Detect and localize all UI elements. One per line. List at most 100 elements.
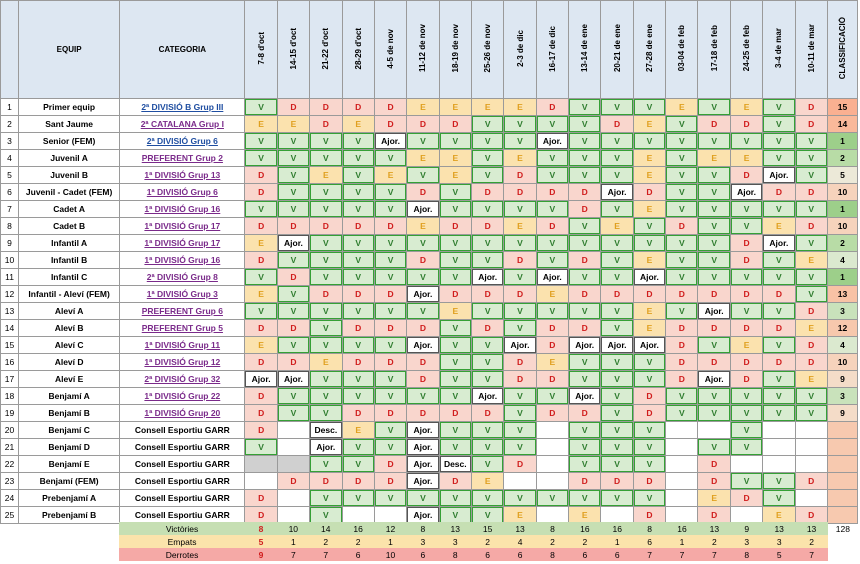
result-cell: V [568,132,602,150]
category-link[interactable]: PREFERENT Grup 2 [141,153,223,163]
result-cell: Ajor. [568,387,602,405]
result-cell: D [244,489,278,507]
spacer [18,522,119,535]
result-cell: D [341,472,375,490]
category-link[interactable]: 2ª DIVISIÓ B Grup III [141,102,224,112]
category-link[interactable]: PREFERENT Grup 5 [141,323,223,333]
totals-value: 16 [568,522,602,535]
result-cell: V [309,149,343,167]
date-label: 24-25 de feb [742,25,752,72]
category-link[interactable]: 1ª DIVISIÓ Grup 17 [144,221,221,231]
result-cell: D [438,285,472,303]
category-cell: Consell Esportiu GARR [119,489,246,507]
result-cell: D [406,370,440,388]
result-cell: Ajor. [373,132,408,150]
result-cell: E [697,489,731,507]
team-name: Benjamí B [18,404,121,422]
classification-cell [826,506,859,524]
result-cell: V [568,217,602,235]
team-name: Infantil - Aleví (FEM) [18,285,121,303]
result-cell [665,506,699,524]
category-link[interactable]: 1ª DIVISIÓ Grup 20 [144,408,221,418]
team-name: Aleví C [18,336,121,354]
result-cell: Ajor. [406,438,440,456]
result-cell: V [276,285,311,303]
result-cell: V [697,217,731,235]
result-cell: V [665,302,699,320]
result-cell: D [794,183,828,201]
table-row: 10 Infantil B 1ª DIVISIÓ Grup 16 D V V V V D V V D V… [0,251,859,269]
category-link[interactable]: PREFERENT Grup 6 [141,306,223,316]
result-cell [665,455,699,473]
category-link[interactable]: 1ª DIVISIÓ Grup 12 [144,357,221,367]
totals-value: 1 [601,535,634,548]
result-cell: Ajor. [568,336,602,354]
category-label: Consell Esportiu GARR [134,425,230,435]
category-link[interactable]: 1ª DIVISIÓ Grup 16 [144,255,221,265]
totals-sum: 128 [835,523,850,534]
result-cell [762,455,796,473]
category-link[interactable]: 2ª DIVISIÓ Grup 6 [146,136,218,146]
result-cell: Ajor. [535,268,570,286]
row-index: 3 [0,132,20,150]
category-cell: 1ª DIVISIÓ Grup 20 [119,404,246,422]
team-name: Primer equip [18,98,121,116]
table-row: 11 Infantil C 2ª DIVISIÓ Grup 8 V D V V V V V Ajor… [0,268,859,286]
category-cell: 2ª DIVISIÓ Grup 6 [119,132,246,150]
date-label: 28-29 d'oct [353,27,363,70]
result-cell: V [309,336,343,354]
totals-value: 9 [730,522,763,535]
result-cell: D [503,370,537,388]
date-label: 18-19 de nov [450,24,460,73]
result-cell: D [729,353,764,371]
result-cell: V [470,506,505,524]
result-cell [276,506,311,524]
result-cell: E [276,115,311,133]
result-cell [665,472,699,490]
category-link[interactable]: 1ª DIVISIÓ Grup 3 [146,289,218,299]
result-cell: D [503,285,537,303]
result-cell: Ajor. [600,183,634,201]
category-link[interactable]: 1ª DIVISIÓ Grup 6 [146,187,218,197]
category-link[interactable]: 1ª DIVISIÓ Grup 13 [144,170,221,180]
result-cell: D [503,353,537,371]
category-link[interactable]: 2ª CATALANA Grup I [140,119,224,129]
result-cell: D [632,404,667,422]
result-cell: V [341,149,375,167]
result-cell: V [503,302,537,320]
result-cell: D [697,506,731,524]
category-link[interactable]: 1ª DIVISIÓ Grup 22 [144,391,221,401]
result-cell: V [470,455,505,473]
result-cell: V [632,421,667,439]
result-cell: V [600,149,634,167]
totals-value: 3 [762,535,796,548]
category-link[interactable]: 1ª DIVISIÓ Grup 17 [144,238,221,248]
totals-value: 3 [730,535,763,548]
category-link[interactable]: 1ª DIVISIÓ Grup 16 [144,204,221,214]
category-link[interactable]: 1ª DIVISIÓ Grup 11 [144,340,221,350]
result-cell: V [503,115,537,133]
date-label: 11-12 de nov [418,24,428,73]
result-cell: V [406,489,440,507]
result-cell: D [341,98,375,116]
result-cell: V [470,353,505,371]
result-cell: V [568,302,602,320]
result-cell: V [600,234,634,252]
result-cell: V [665,387,699,405]
result-cell: V [438,132,472,150]
date-header: 25-26 de nov [470,0,505,99]
result-cell: E [665,98,699,116]
result-cell: D [535,319,570,337]
result-cell: V [762,302,796,320]
result-cell: V [470,251,505,269]
category-link[interactable]: 2ª DIVISIÓ Grup 8 [146,272,218,282]
result-cell: D [406,353,440,371]
results-table: EQUIP CATEGORIA 7-8 d'oct 14-15 d'oct 21-2… [0,0,859,524]
totals-value: 8 [244,522,278,535]
category-link[interactable]: 2ª DIVISIÓ Grup 32 [144,374,221,384]
date-label: 13-14 de ene [580,24,590,73]
result-cell: V [697,336,731,354]
result-cell: V [729,404,764,422]
result-cell: D [309,285,343,303]
totals-value: 7 [309,548,342,561]
